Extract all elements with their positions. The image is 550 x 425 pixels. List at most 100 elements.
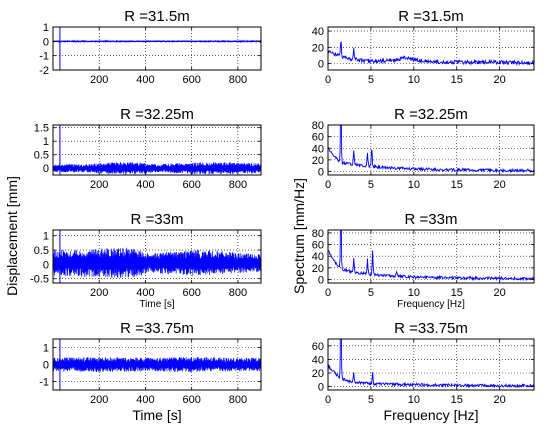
panel-title: R =33m — [131, 211, 184, 228]
x-tick-label: 400 — [136, 394, 154, 406]
axes-frame — [327, 338, 535, 391]
x-tick-label: 0 — [325, 287, 331, 299]
panel-title: R =33m — [405, 211, 458, 228]
y-tick-label: 0.5 — [34, 150, 49, 162]
y-tick-label: 0 — [43, 360, 49, 372]
series-line — [328, 41, 534, 66]
series-line — [53, 162, 261, 175]
x-tick-label: 5 — [368, 179, 374, 191]
y-tick-label: 80 — [312, 120, 324, 132]
x-tick-label: 600 — [182, 74, 200, 86]
y-tick-label: 20 — [312, 42, 324, 54]
x-tick-label: 15 — [451, 179, 463, 191]
x-tick-label: 10 — [408, 179, 420, 191]
panel-title: R =31.5m — [124, 8, 189, 25]
y-tick-label: -1 — [39, 51, 49, 63]
y-tick-label: 40 — [312, 354, 324, 366]
y-tick-label: 1 — [43, 343, 49, 355]
y-tick-label: 40 — [312, 26, 324, 38]
x-tick-label: 5 — [368, 287, 374, 299]
x-tick-label: 5 — [368, 394, 374, 406]
series-line — [53, 356, 261, 373]
panel-2: 200 400 600 800 1.51 0.50 R =32.25m — [34, 106, 262, 191]
series-line — [328, 230, 534, 282]
x-tick-label: 400 — [136, 74, 154, 86]
x-tick-label: 200 — [90, 74, 108, 86]
panel-title: R =32.25m — [394, 106, 468, 123]
x-tick-label: 200 — [90, 287, 108, 299]
x-tick-label: 0 — [325, 179, 331, 191]
y-tick-label: 40 — [312, 143, 324, 155]
y-tick-label: 0 — [318, 167, 324, 179]
x-tick-label: 800 — [229, 394, 247, 406]
y-tick-label: 0 — [318, 382, 324, 394]
x-tick-label: 200 — [90, 394, 108, 406]
panel-title: R =33.75m — [394, 320, 468, 337]
y-tick-label: 1 — [43, 136, 49, 148]
x-tick-label: 600 — [182, 287, 200, 299]
x-tick-label: 20 — [494, 179, 506, 191]
x-tick-label: 400 — [136, 287, 154, 299]
panel-4: 200 400 600 800 1 0 -1 R =33.75m Time [s] — [39, 320, 262, 423]
y-tick-label: 0.5 — [34, 245, 49, 257]
axes-frame — [52, 26, 262, 71]
series-line — [328, 125, 534, 174]
y-tick-label: 60 — [312, 132, 324, 144]
series-line — [53, 247, 261, 279]
y-tick-label: -2 — [39, 65, 49, 77]
y-tick-label: 0 — [43, 36, 49, 48]
x-tick-label: 0 — [325, 394, 331, 406]
plot-area — [328, 125, 534, 175]
axes-frame — [327, 124, 535, 176]
x-tick-label: 20 — [494, 74, 506, 86]
x-tick-label: 20 — [494, 394, 506, 406]
plot-area — [53, 27, 261, 70]
ylabel-spectrum: Spectrum [mm/Hz] — [291, 178, 307, 294]
x-tick-label: 0 — [325, 74, 331, 86]
y-tick-label: 0 — [318, 59, 324, 71]
x-tick-label: 5 — [368, 74, 374, 86]
x-tick-label: 800 — [229, 287, 247, 299]
ylabel-displacement: Displacement [mm] — [4, 176, 20, 296]
panel-3: 200 400 600 800 1 0.5 0 -0.5 R =33m Time [s] — [30, 211, 262, 310]
y-tick-label: 0 — [43, 259, 49, 271]
y-tick-label: 40 — [312, 251, 324, 263]
y-tick-label: -1 — [39, 377, 49, 389]
series-line — [53, 39, 261, 44]
y-tick-label: 20 — [312, 263, 324, 275]
x-tick-label: 400 — [136, 179, 154, 191]
y-tick-label: 1.5 — [34, 123, 49, 135]
x-tick-label: 800 — [229, 74, 247, 86]
series-line — [328, 339, 534, 389]
x-tick-label: 800 — [229, 179, 247, 191]
x-axis-label: Frequency [Hz] — [384, 407, 479, 423]
x-tick-label: 10 — [408, 394, 420, 406]
panel-title: R =33.75m — [120, 320, 194, 337]
axes-frame — [52, 124, 262, 176]
panel-title: R =32.25m — [120, 106, 194, 123]
x-tick-label: 15 — [451, 74, 463, 86]
x-tick-label: 10 — [408, 287, 420, 299]
y-tick-label: 60 — [312, 240, 324, 252]
axes-frame — [327, 26, 535, 71]
y-tick-label: 1 — [43, 22, 49, 34]
x-axis-label: Time [s] — [132, 407, 181, 423]
x-tick-label: 200 — [90, 179, 108, 191]
panel-title: R =31.5m — [398, 8, 463, 25]
x-tick-label: 600 — [182, 394, 200, 406]
y-tick-label: 0 — [318, 275, 324, 287]
panel-5: 0 5 10 15 20 40 20 0 R =31.5m — [312, 8, 535, 86]
y-tick-label: 20 — [312, 155, 324, 167]
panel-1: 200 400 600 800 1 0 -1 -2 R =31.5m — [39, 8, 262, 86]
y-tick-label: 20 — [312, 368, 324, 380]
x-tick-label: 600 — [182, 179, 200, 191]
x-tick-label: 10 — [408, 74, 420, 86]
x-tick-label: 15 — [451, 287, 463, 299]
y-tick-label: 1 — [43, 231, 49, 243]
x-axis-label: Time [s] — [139, 299, 174, 310]
y-tick-label: 0 — [43, 163, 49, 175]
